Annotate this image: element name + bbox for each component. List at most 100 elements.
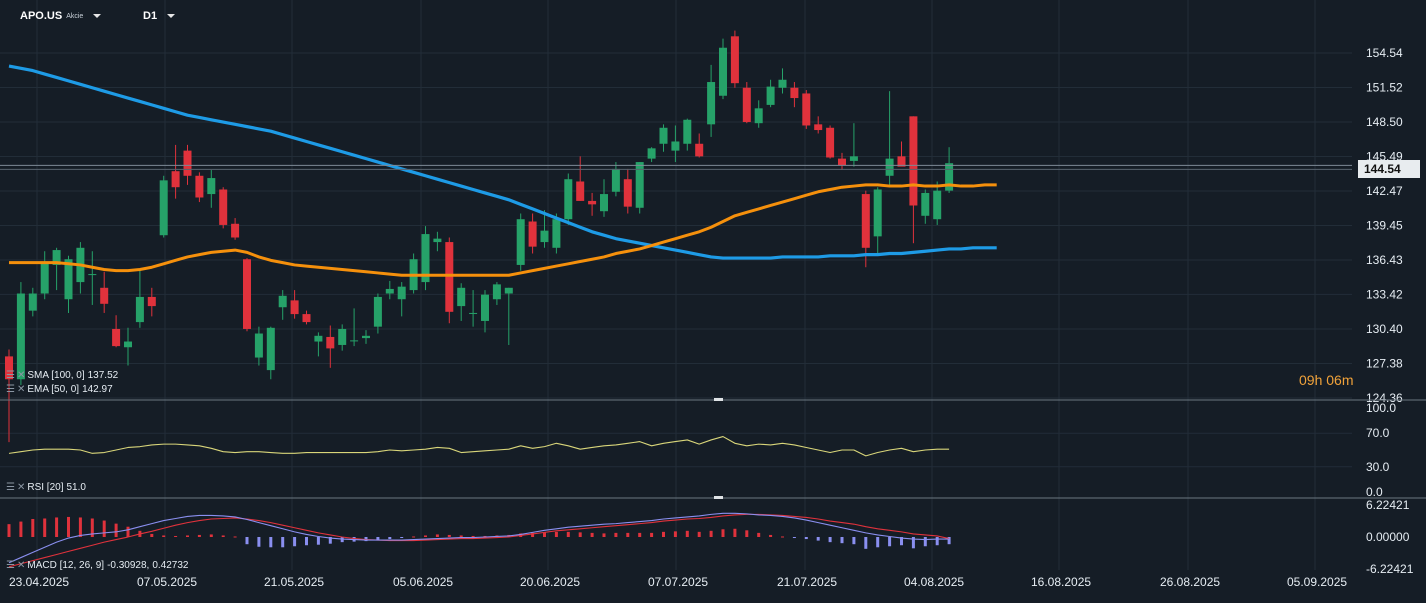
candle-down [814, 124, 823, 131]
legend-rsi[interactable]: ☰ ✕ RSI [20] 51.0 [6, 482, 86, 493]
candle-down [790, 87, 799, 99]
macd-histogram-bar [328, 537, 332, 544]
macd-value-2: 0.42732 [152, 560, 189, 571]
macd-histogram-bar [281, 537, 285, 548]
macd-histogram-bar [114, 523, 118, 537]
instrument-type-label: Akcie [66, 12, 84, 20]
macd-histogram-bar [245, 537, 249, 545]
y-tick-label: 142.47 [1366, 184, 1403, 198]
macd-histogram-bar [900, 537, 903, 546]
macd-histogram-bar [840, 537, 844, 544]
rsi-y-tick-label: 70.0 [1366, 426, 1390, 440]
macd-histogram-bar [305, 537, 308, 546]
ema-label: EMA [50, 0] [27, 384, 80, 395]
chevron-down-icon[interactable] [167, 14, 176, 18]
close-icon[interactable]: ✕ [16, 482, 25, 493]
subpanels-layer [7, 436, 951, 568]
countdown-hour-unit: h [1314, 372, 1323, 388]
x-tick-label: 07.05.2025 [137, 575, 197, 589]
x-tick-label: 05.09.2025 [1287, 575, 1347, 589]
x-tick-label: 04.08.2025 [904, 575, 964, 589]
candle-up [254, 333, 263, 358]
candle-up [159, 180, 168, 236]
symbol-selector[interactable]: APO.US Akcie [20, 10, 102, 22]
candles-layer [5, 30, 954, 443]
candle-down [730, 36, 739, 84]
y-tick-label: 151.52 [1366, 81, 1403, 95]
macd-histogram-bar [31, 519, 35, 537]
macd-histogram-bar [233, 536, 237, 538]
candle-up [671, 141, 680, 151]
x-tick-label: 07.07.2025 [648, 575, 708, 589]
macd-histogram-bar [90, 518, 94, 537]
macd-histogram-bar [126, 526, 130, 537]
candle-up [385, 288, 394, 294]
macd-label: MACD [12, 26, 9] [27, 560, 105, 571]
macd-histogram-bar [412, 536, 416, 538]
grid-lines [0, 0, 1352, 570]
y-tick-label: 130.40 [1366, 322, 1403, 336]
close-icon[interactable]: ✕ [16, 560, 25, 571]
candle-up [635, 162, 644, 208]
macd-histogram-bar [852, 537, 856, 545]
macd-histogram-bar [459, 535, 463, 537]
candle-up [373, 296, 382, 327]
y-tick-label: 145.49 [1366, 149, 1403, 163]
candle-up [683, 119, 692, 144]
y-tick-label: 133.42 [1366, 287, 1403, 301]
macd-histogram-bar [804, 537, 808, 540]
legend-macd[interactable]: ☰ ✕ MACD [12, 26, 9] -0.30928, 0.42732 [6, 560, 188, 571]
candle-down [302, 314, 311, 323]
macd-histogram-bar [447, 534, 451, 537]
close-icon[interactable]: ✕ [16, 384, 25, 395]
chevron-down-icon[interactable] [93, 14, 102, 18]
menu-icon[interactable]: ☰ [6, 482, 15, 493]
candle-down [326, 336, 335, 349]
candle-down [802, 93, 811, 126]
y-tick-label: 154.54 [1366, 46, 1403, 60]
close-icon[interactable]: ✕ [16, 370, 25, 381]
x-tick-label: 26.08.2025 [1160, 575, 1220, 589]
legend-sma[interactable]: ☰ ✕ SMA [100, 0] 137.52 [6, 370, 118, 381]
candle-up [64, 259, 73, 300]
candle-down [588, 200, 597, 205]
menu-icon[interactable]: ☰ [6, 384, 15, 395]
countdown-hours: 09 [1299, 372, 1315, 388]
candle-down [528, 221, 537, 247]
macd-histogram-bar [626, 532, 630, 537]
sma-line [8, 64, 997, 260]
panel-resize-handle [714, 496, 723, 499]
countdown-minutes: 06 [1326, 372, 1342, 388]
macd-histogram-bar [293, 537, 297, 547]
ma-lines-layer [8, 64, 997, 277]
candle-up [16, 293, 25, 380]
candle-up [314, 335, 323, 342]
candle-up [611, 168, 620, 192]
macd-histogram-bar [792, 537, 796, 539]
candle-up [647, 148, 656, 159]
macd-histogram-bar [697, 531, 701, 537]
menu-icon[interactable]: ☰ [6, 370, 15, 381]
candle-up [516, 219, 525, 265]
legend-ema[interactable]: ☰ ✕ EMA [50, 0] 142.97 [6, 384, 113, 395]
menu-icon[interactable]: ☰ [6, 560, 15, 571]
timeframe-selector[interactable]: D1 [143, 10, 176, 22]
x-tick-label: 20.06.2025 [520, 575, 580, 589]
rsi-line [8, 436, 950, 457]
macd-histogram-bar [19, 521, 23, 537]
macd-histogram-bar [590, 532, 594, 537]
candle-down [576, 181, 585, 201]
macd-histogram-bar [864, 537, 868, 549]
macd-histogram-bar [43, 518, 47, 537]
macd-histogram-bar [578, 532, 582, 537]
candle-up [433, 238, 442, 243]
macd-histogram-bar [186, 535, 189, 537]
candle-up [492, 284, 501, 300]
candle-up [659, 127, 668, 144]
macd-histogram-bar [67, 516, 70, 537]
candle-up [707, 82, 716, 125]
ema-value: 142.97 [82, 384, 113, 395]
candle-down [826, 127, 835, 158]
